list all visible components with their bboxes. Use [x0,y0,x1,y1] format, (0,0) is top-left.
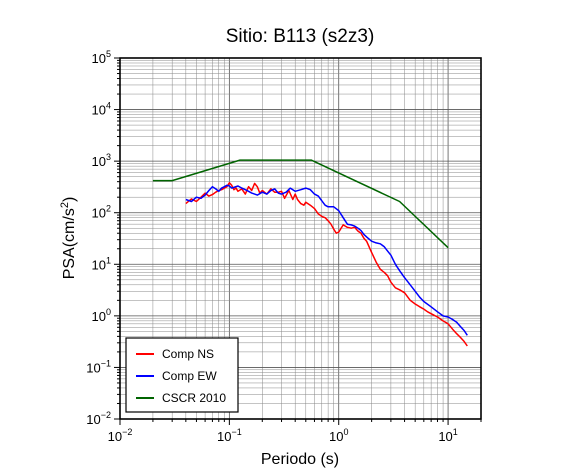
y-tick-label: 105 [92,49,111,66]
axis-ticks: 10−2 10−1 100 101 10−2 10−1 100 101 102 103 104 105 [86,49,482,444]
y-tick-label: 103 [92,152,111,169]
series-line-comp-ew [185,184,468,336]
legend-label: Comp NS [162,347,214,361]
legend-label: CSCR 2010 [162,391,226,405]
x-tick-label: 101 [438,427,457,444]
grid-lines [119,57,482,420]
y-tick-label: 100 [92,307,111,324]
x-tick-label: 10−2 [108,427,133,444]
y-tick-label: 10−1 [86,358,111,375]
y-tick-label: 102 [92,204,111,221]
plot-area-frame [119,57,482,420]
series-line-comp-ns [185,182,468,347]
legend: Comp NS Comp EW CSCR 2010 [125,337,239,413]
x-axis-label: Periodo (s) [261,451,339,468]
x-tick-label: 100 [329,427,348,444]
x-tick-label: 10−1 [217,427,242,444]
chart-title: Sitio: B113 (s2z3) [226,26,375,47]
y-tick-label: 104 [92,101,111,118]
series-lines [152,159,468,347]
legend-label: Comp EW [162,369,217,383]
y-tick-label: 10−2 [86,410,111,427]
y-tick-label: 101 [92,255,111,272]
series-line-cscr-2010 [152,159,449,249]
y-axis-label: PSA(cm/s2) [59,197,78,280]
